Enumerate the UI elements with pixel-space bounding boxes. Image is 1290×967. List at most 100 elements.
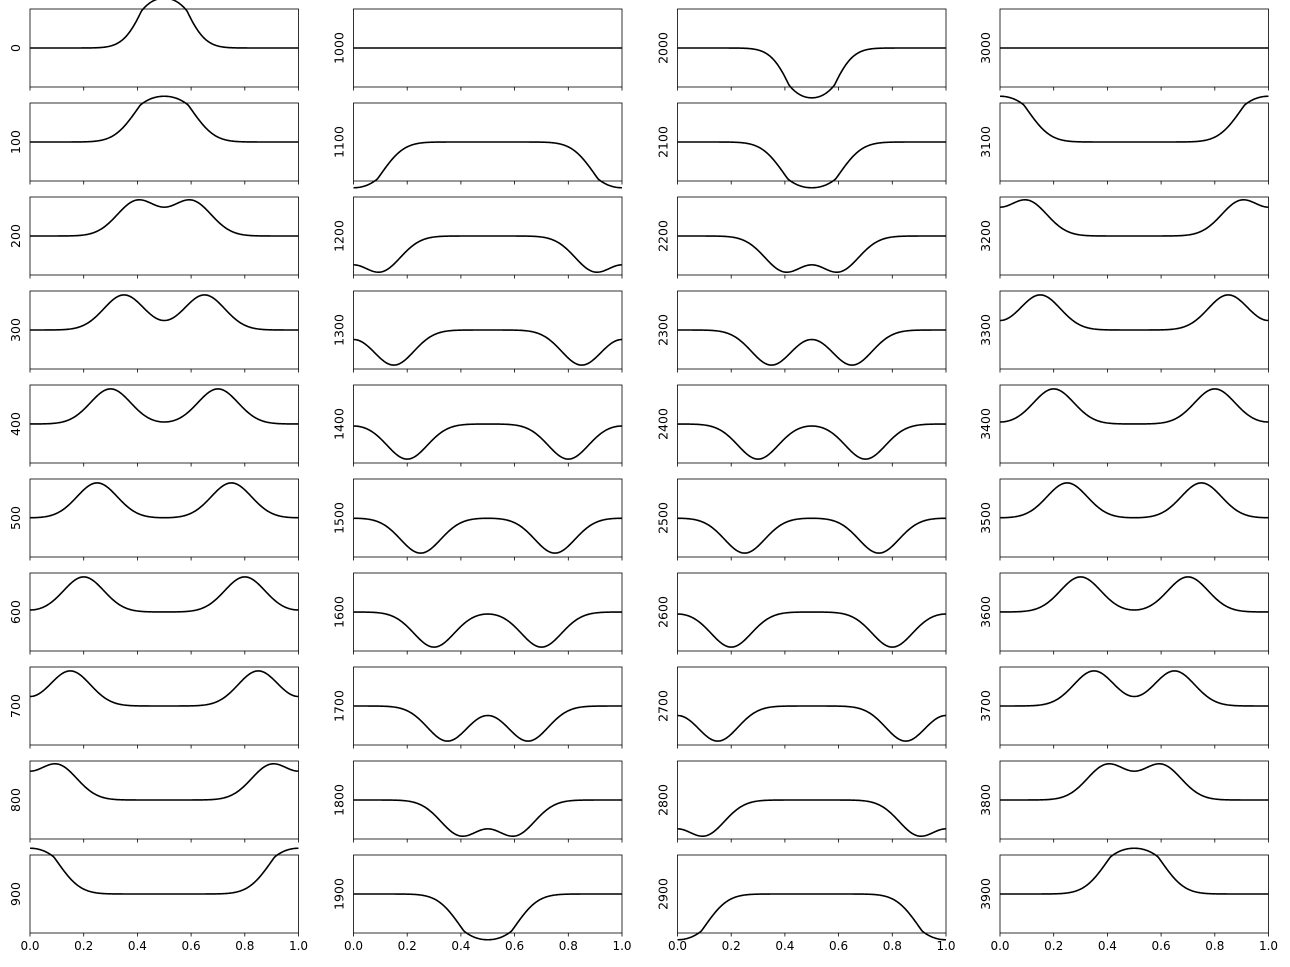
panel-label: 600 [8,600,23,624]
subplot-panel: 1300 [332,290,623,373]
series-line [677,705,947,742]
series-line [353,799,622,838]
panel-label: 1200 [332,220,347,252]
x-tick-label: 1.0 [289,939,308,953]
series-line [29,576,299,613]
panel-label: 1800 [332,784,347,816]
series-line [30,388,299,425]
panel-label: 2800 [656,784,671,816]
panel-label: 1000 [332,32,347,64]
series-line [677,799,947,838]
x-tick-label: 0.0 [20,939,39,953]
series-line [30,294,299,331]
panel-label: 2000 [656,32,671,64]
axes-frame [999,572,1269,652]
series-line [353,705,622,742]
x-tick-label: 0.8 [1205,939,1224,953]
subplot-panel: 3300 [978,290,1269,373]
series-line [1000,762,1269,801]
axes-frame [353,666,623,746]
panel-label: 400 [8,412,23,436]
subplot-panel: 3400 [978,384,1269,467]
panel-label: 3600 [978,596,993,628]
series-line [999,95,1269,143]
panel-label: 3800 [978,784,993,816]
panel-label: 3500 [978,502,993,534]
x-tick-label: 0.2 [722,939,741,953]
x-tick-label: 1.0 [936,939,955,953]
subplot-panel: 400 [8,384,299,467]
axes-frame [677,290,947,370]
subplot-panel: 2100 [656,102,947,189]
subplot-panel: 2300 [656,290,947,373]
panel-label: 1900 [332,878,347,910]
panel-label: 700 [8,694,23,718]
subplot-panel: 1600 [332,572,623,655]
panel-label: 2900 [656,878,671,910]
panel-label: 300 [8,318,23,342]
subplot-panel: 100 [8,95,299,185]
series-line [677,423,946,460]
series-line [30,95,299,143]
x-tick-label: 0.6 [182,939,201,953]
x-tick-label: 0.0 [344,939,363,953]
x-tick-label: 0.2 [1044,939,1063,953]
panel-label: 1500 [332,502,347,534]
subplot-panel: 800 [8,760,299,843]
series-line [999,388,1269,425]
panel-label: 2600 [656,596,671,628]
series-line [1000,847,1269,895]
panel-label: 3400 [978,408,993,440]
subplot-panel: 500 [8,478,299,561]
panel-label: 3200 [978,220,993,252]
series-line [353,141,623,189]
panel-label: 1600 [332,596,347,628]
subplot-panel: 600 [8,572,299,655]
subplot-panel: 1100 [332,102,623,189]
subplot-panel: 1500 [332,478,623,561]
series-line [999,198,1269,237]
subplot-panel: 3800 [978,760,1269,843]
x-tick-label: 0.4 [128,939,147,953]
subplot-panel: 3700 [978,666,1269,749]
panel-label: 2300 [656,314,671,346]
panel-label: 3700 [978,690,993,722]
x-tick-label: 0.6 [829,939,848,953]
series-line [1000,670,1269,707]
subplot-panel: 1200 [332,196,623,279]
panel-label: 2400 [656,408,671,440]
subplot-panel: 2800 [656,760,947,843]
subplot-panel: 1700 [332,666,623,749]
axes-frame [677,384,947,464]
axes-frame [353,572,623,652]
panel-label: 500 [8,506,23,530]
panel-label: 0 [8,44,23,52]
axes-frame [999,666,1269,746]
series-line [29,762,299,801]
panel-label: 2500 [656,502,671,534]
subplot-panel: 2500 [656,478,947,561]
subplot-panel: 3600 [978,572,1269,655]
x-tick-label: 0.6 [505,939,524,953]
series-line [353,329,623,366]
x-tick-label: 0.4 [1098,939,1117,953]
subplot-panel: 3100 [978,95,1269,185]
panel-label: 3900 [978,878,993,910]
subplot-panel: 1800 [332,760,623,843]
subplot-panel: 700 [8,666,299,749]
x-tick-label: 0.2 [74,939,93,953]
subplot-panel: 2400 [656,384,947,467]
subplot-panel: 300 [8,290,299,373]
panel-label: 3000 [978,32,993,64]
series-line [677,893,947,941]
subplot-panel: 1400 [332,384,623,467]
series-line [677,141,946,189]
x-tick-label: 1.0 [1259,939,1278,953]
series-line [677,517,946,554]
panel-label: 1700 [332,690,347,722]
subplot-panel: 3200 [978,196,1269,279]
series-line [677,235,946,274]
series-line [29,847,299,895]
panel-label: 1400 [332,408,347,440]
